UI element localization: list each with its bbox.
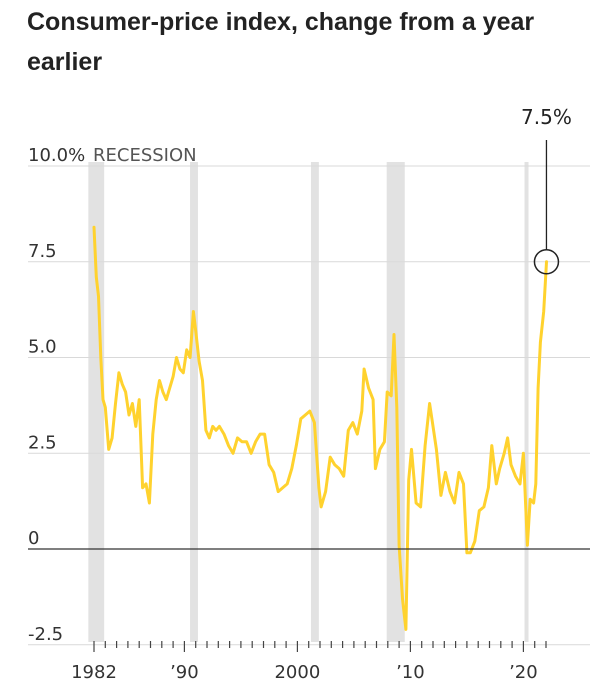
x-tick-label: ’10 xyxy=(396,662,425,683)
series-layer xyxy=(28,225,590,631)
callout-label: 7.5% xyxy=(521,105,572,129)
recession-band xyxy=(524,162,529,642)
y-axis-labels: 10.0% 7.5 5.0 2.5 0 -2.5 xyxy=(28,145,85,645)
x-tick-label: ’90 xyxy=(170,662,199,683)
x-tick-label: 1982 xyxy=(71,662,117,683)
chart-title: Consumer-price index, change from a year… xyxy=(27,8,535,76)
recession-band xyxy=(190,162,198,642)
cpi-series-line xyxy=(92,225,548,631)
x-tick-label: ’20 xyxy=(509,662,538,683)
recession-band xyxy=(88,162,105,642)
recession-band xyxy=(310,162,319,642)
callout-marker xyxy=(533,249,560,275)
recession-label: RECESSION xyxy=(93,145,197,166)
x-axis: 1982 ’90 2000 ’10 ’20 xyxy=(71,641,547,683)
gridlines xyxy=(28,165,590,646)
y-tick-label: 5.0 xyxy=(28,337,57,358)
recession-bands xyxy=(88,162,529,642)
y-tick-label: 2.5 xyxy=(28,432,57,453)
y-tick-label: 0 xyxy=(28,528,39,549)
y-tick-label: 7.5 xyxy=(28,241,57,262)
y-tick-label: 10.0% xyxy=(28,145,85,166)
latest-value-callout: 7.5% xyxy=(521,105,572,275)
y-tick-label: -2.5 xyxy=(28,624,63,645)
x-tick-label: 2000 xyxy=(274,662,320,683)
